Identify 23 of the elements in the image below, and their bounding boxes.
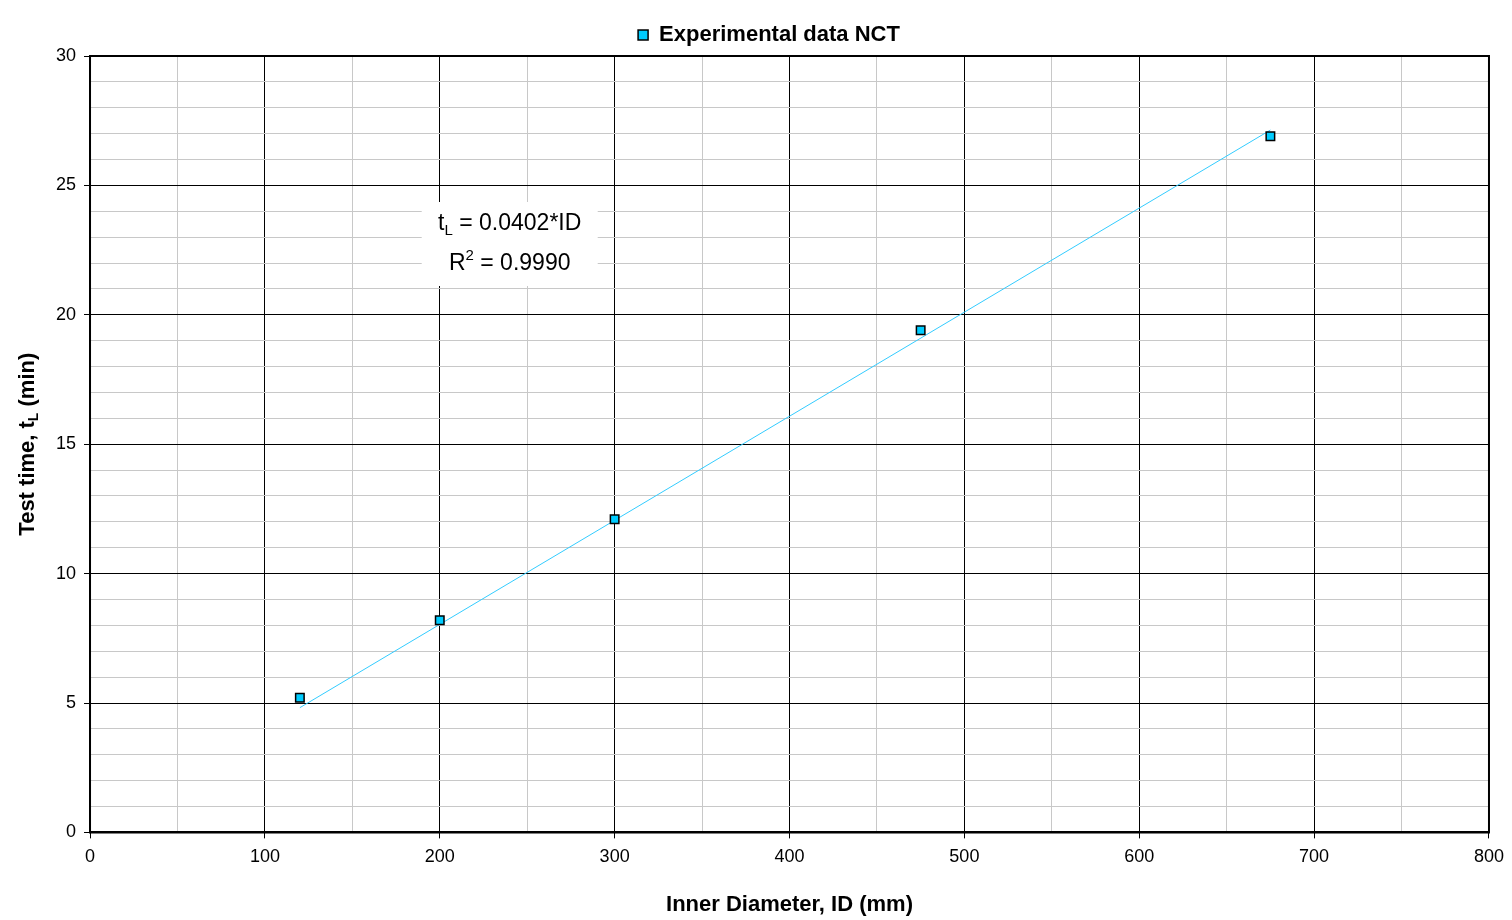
x-tick-label: 100 xyxy=(249,846,280,867)
y-tick-label: 25 xyxy=(55,174,77,195)
y-tick-label: 15 xyxy=(55,433,77,454)
y-tick-label: 30 xyxy=(55,44,77,65)
x-tick-label: 800 xyxy=(1473,846,1505,867)
x-tick-label: 500 xyxy=(949,846,980,867)
y-tick-label: 20 xyxy=(55,303,77,324)
legend-label: Experimental data NCT xyxy=(659,21,901,47)
point xyxy=(609,514,620,525)
point xyxy=(915,325,926,336)
x-tick-label: 200 xyxy=(424,846,455,867)
point xyxy=(434,615,445,626)
y-tick-label: 5 xyxy=(66,691,77,712)
point xyxy=(1265,131,1276,142)
x-tick-label: 600 xyxy=(1124,846,1155,867)
x-axis-title: Inner Diameter, ID (mm) xyxy=(666,891,913,917)
x-tick-label: 700 xyxy=(1299,846,1330,867)
x-tick-label: 0 xyxy=(85,846,96,867)
y-tick-label: 10 xyxy=(55,562,77,583)
x-tick-label: 300 xyxy=(599,846,630,867)
point xyxy=(294,692,305,703)
x-tick-label: 400 xyxy=(774,846,805,867)
y-tick-label: 0 xyxy=(66,821,77,842)
